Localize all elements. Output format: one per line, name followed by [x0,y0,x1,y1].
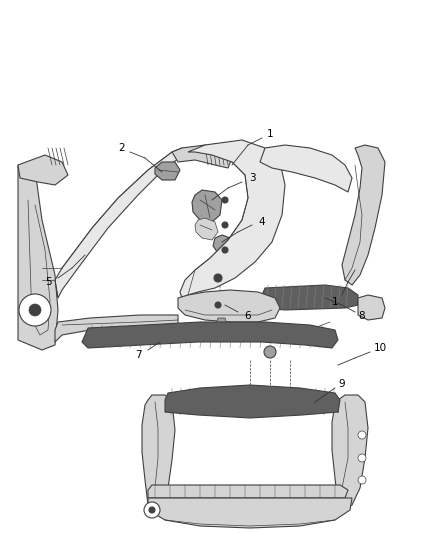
Polygon shape [18,155,68,185]
Polygon shape [180,140,285,298]
Text: 5: 5 [45,277,51,287]
Polygon shape [148,485,348,498]
Circle shape [358,476,366,484]
Polygon shape [195,218,218,240]
Circle shape [19,294,51,326]
Text: 4: 4 [259,217,265,227]
Polygon shape [192,190,222,222]
Polygon shape [342,145,385,285]
Text: 1: 1 [332,297,338,307]
Polygon shape [18,165,58,350]
Polygon shape [332,395,368,508]
Polygon shape [148,498,352,528]
Circle shape [222,197,228,203]
Text: 7: 7 [135,350,141,360]
Circle shape [358,431,366,439]
Circle shape [29,304,41,316]
Polygon shape [82,322,338,348]
Text: 2: 2 [119,143,125,153]
Polygon shape [213,235,232,255]
Circle shape [214,274,222,282]
Text: 1: 1 [267,129,273,139]
Text: 6: 6 [245,311,251,321]
Circle shape [144,502,160,518]
Polygon shape [55,315,178,342]
Text: 9: 9 [339,379,345,389]
Polygon shape [260,145,352,192]
Polygon shape [172,145,232,168]
Circle shape [264,346,276,358]
Polygon shape [258,285,358,310]
Circle shape [149,507,155,513]
Polygon shape [165,385,340,418]
Polygon shape [142,395,175,510]
Text: 3: 3 [249,173,255,183]
Polygon shape [155,162,180,180]
Text: 10: 10 [374,343,387,353]
Circle shape [222,247,228,253]
Polygon shape [55,148,188,298]
Circle shape [215,302,221,308]
Polygon shape [178,290,280,322]
Polygon shape [358,295,385,320]
Circle shape [358,454,366,462]
Polygon shape [215,318,228,335]
Text: 8: 8 [359,311,365,321]
Circle shape [222,222,228,228]
